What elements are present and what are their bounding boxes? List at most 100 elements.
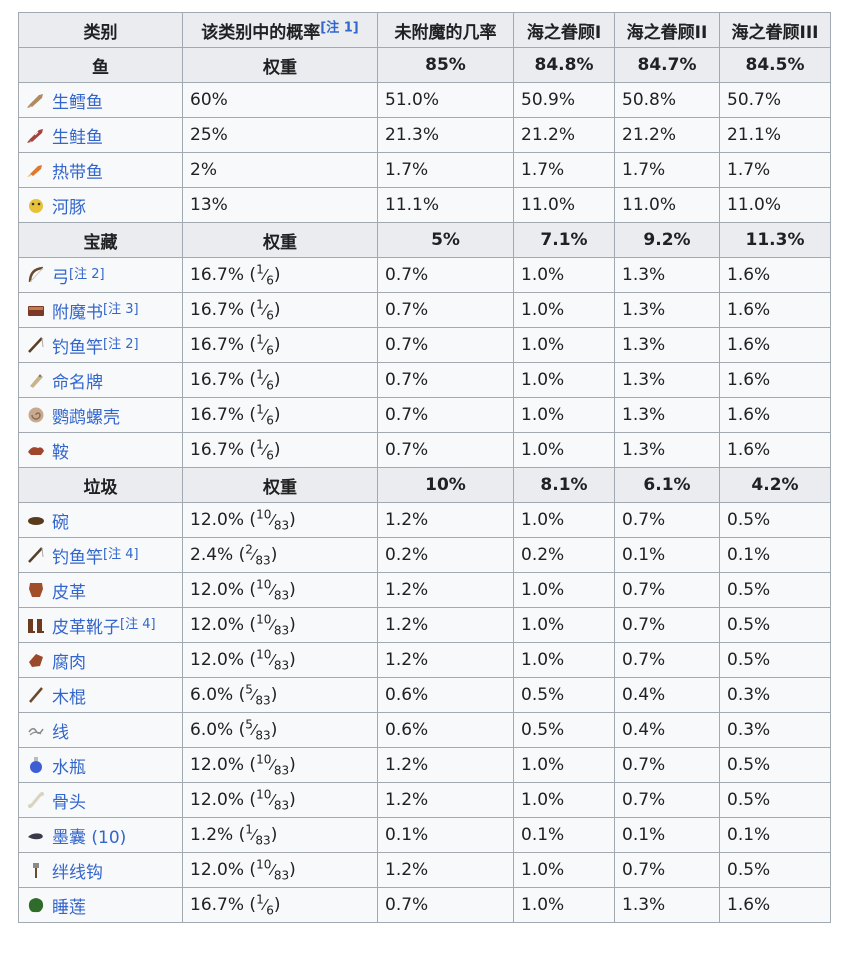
- item-probability: 12.0% (10⁄83): [182, 782, 378, 818]
- item-link[interactable]: 骨头: [52, 792, 86, 813]
- chance-lots-3: 1.6%: [719, 362, 831, 398]
- item-link[interactable]: 绊线钩: [52, 862, 103, 883]
- group-weight-label: 权重: [182, 467, 378, 503]
- item-link[interactable]: 碗: [52, 512, 69, 533]
- header-note-link[interactable]: [注 1]: [320, 19, 359, 35]
- group-name: 垃圾: [18, 467, 183, 503]
- chance-lots-1: 1.0%: [513, 747, 615, 783]
- group-name: 鱼: [18, 47, 183, 83]
- item-link[interactable]: 墨囊 (10): [52, 827, 127, 848]
- fraction-numerator: 5: [245, 717, 253, 732]
- fraction-numerator: 2: [245, 542, 253, 557]
- item-cell: 腐肉: [18, 642, 183, 678]
- chance-lots-2: 0.7%: [614, 747, 720, 783]
- chance-lots-3: 0.1%: [719, 537, 831, 573]
- item-link[interactable]: 河豚: [52, 197, 86, 218]
- item-link[interactable]: 生鲑鱼: [52, 127, 103, 148]
- table-row: 河豚 13% 11.1% 11.0% 11.0% 11.0%: [18, 187, 831, 223]
- rotten-flesh-icon: [26, 650, 46, 670]
- chance-lots-3: 1.6%: [719, 257, 831, 293]
- chance-lots-3: 0.5%: [719, 782, 831, 818]
- chance-lots-1: 1.0%: [513, 362, 615, 398]
- chance-lots-1: 0.1%: [513, 817, 615, 853]
- item-note-link[interactable]: [注 2]: [69, 267, 105, 282]
- string-icon: [26, 720, 46, 740]
- fraction-numerator: 1: [256, 367, 264, 382]
- item-note-link[interactable]: [注 3]: [103, 302, 139, 317]
- item-note-link[interactable]: [注 4]: [120, 617, 156, 632]
- item-link[interactable]: 热带鱼: [52, 162, 103, 183]
- fraction-numerator: 1: [256, 402, 264, 417]
- chance-lots-3: 0.5%: [719, 852, 831, 888]
- chance-unenchanted: 1.2%: [377, 502, 514, 538]
- stick-icon: [26, 685, 46, 705]
- prob-percent: 12.0%: [190, 580, 245, 600]
- prob-percent: 60%: [190, 90, 228, 110]
- header-prob-in-category: 该类别中的概率[注 1]: [182, 12, 378, 48]
- item-link[interactable]: 钓鱼竿: [52, 547, 103, 568]
- group-chance-unenchanted: 10%: [377, 467, 514, 503]
- item-link[interactable]: 腐肉: [52, 652, 86, 673]
- item-link[interactable]: 命名牌: [52, 372, 103, 393]
- table-row: 骨头 12.0% (10⁄83) 1.2% 1.0% 0.7% 0.5%: [18, 782, 831, 818]
- item-link[interactable]: 木棍: [52, 687, 86, 708]
- prob-fraction: (10⁄83): [249, 577, 296, 603]
- prob-percent: 12.0%: [190, 615, 245, 635]
- item-link[interactable]: 水瓶: [52, 757, 86, 778]
- prob-fraction: (10⁄83): [249, 787, 296, 813]
- item-link[interactable]: 线: [52, 722, 69, 743]
- fraction-numerator: 1: [245, 822, 253, 837]
- fraction-denominator: 83: [273, 763, 290, 778]
- prob-percent: 16.7%: [190, 370, 245, 390]
- fishing-rod-icon: [26, 335, 46, 355]
- item-probability: 12.0% (10⁄83): [182, 502, 378, 538]
- prob-percent: 16.7%: [190, 300, 245, 320]
- chance-lots-1: 50.9%: [513, 82, 615, 118]
- chance-lots-3: 1.6%: [719, 292, 831, 328]
- item-probability: 12.0% (10⁄83): [182, 572, 378, 608]
- item-link[interactable]: 睡莲: [52, 897, 86, 918]
- chance-unenchanted: 0.7%: [377, 887, 514, 923]
- chance-lots-3: 0.3%: [719, 712, 831, 748]
- item-link[interactable]: 鞍: [52, 442, 69, 463]
- prob-fraction: (1⁄83): [238, 822, 278, 848]
- header-category: 类别: [18, 12, 183, 48]
- group-name: 宝藏: [18, 222, 183, 258]
- chance-lots-1: 1.0%: [513, 782, 615, 818]
- header-lots-2: 海之眷顾II: [614, 12, 720, 48]
- prob-percent: 12.0%: [190, 860, 245, 880]
- fraction-numerator: 10: [256, 787, 272, 802]
- chance-lots-1: 0.2%: [513, 537, 615, 573]
- item-link[interactable]: 弓: [52, 267, 69, 288]
- prob-fraction: (5⁄83): [238, 682, 278, 708]
- item-link[interactable]: 钓鱼竿: [52, 337, 103, 358]
- table-row: 绊线钩 12.0% (10⁄83) 1.2% 1.0% 0.7% 0.5%: [18, 852, 831, 888]
- fraction-denominator: 83: [255, 728, 271, 743]
- item-link[interactable]: 皮革: [52, 582, 86, 603]
- item-cell: 墨囊 (10): [18, 817, 183, 853]
- item-cell: 生鲑鱼: [18, 117, 183, 153]
- chance-lots-1: 11.0%: [513, 187, 615, 223]
- fraction-denominator: 6: [266, 413, 274, 428]
- chance-lots-2: 0.7%: [614, 502, 720, 538]
- item-note-link[interactable]: [注 2]: [103, 337, 139, 352]
- item-probability: 16.7% (1⁄6): [182, 887, 378, 923]
- prob-fraction: (5⁄83): [238, 717, 278, 743]
- fishing-rod-icon: [26, 545, 46, 565]
- bone-icon: [26, 790, 46, 810]
- item-link[interactable]: 皮革靴子: [52, 617, 120, 638]
- prob-fraction: (1⁄6): [249, 402, 281, 428]
- item-cell: 鞍: [18, 432, 183, 468]
- chance-lots-2: 0.7%: [614, 642, 720, 678]
- item-note-link[interactable]: [注 4]: [103, 547, 139, 562]
- fraction-denominator: 83: [273, 798, 290, 813]
- item-link[interactable]: 生鳕鱼: [52, 92, 103, 113]
- prob-percent: 16.7%: [190, 440, 245, 460]
- item-link[interactable]: 附魔书: [52, 302, 103, 323]
- fraction-denominator: 83: [273, 868, 290, 883]
- fraction-numerator: 1: [256, 892, 264, 907]
- prob-percent: 12.0%: [190, 510, 245, 530]
- chance-lots-1: 1.0%: [513, 257, 615, 293]
- chance-lots-2: 1.3%: [614, 257, 720, 293]
- item-link[interactable]: 鹦鹉螺壳: [52, 407, 120, 428]
